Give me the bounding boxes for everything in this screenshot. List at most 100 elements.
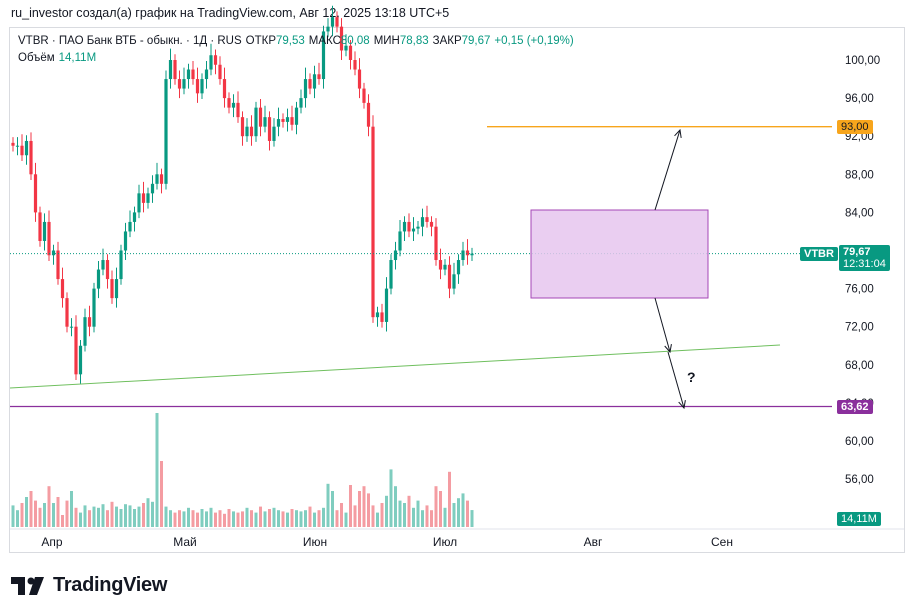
candle-body <box>285 117 290 122</box>
question-mark-annotation: ? <box>687 369 696 385</box>
legend-open-label: ОТКР <box>245 35 276 47</box>
volume-bar <box>353 505 357 527</box>
candle-body <box>168 60 173 80</box>
volume-bar <box>65 500 69 527</box>
candle-body <box>141 193 146 203</box>
volume-bar <box>335 510 339 527</box>
volume-bar <box>443 507 447 527</box>
arrow-down-target[interactable] <box>667 351 685 409</box>
candle-body <box>245 126 249 137</box>
candle-body <box>159 174 164 184</box>
volume-bar <box>313 512 316 527</box>
candle-body <box>290 117 294 125</box>
volume-bar <box>326 483 330 527</box>
volume-bar <box>344 512 348 527</box>
volume-bar <box>367 493 370 527</box>
candle-body <box>47 221 51 256</box>
volume-bar <box>452 503 456 527</box>
candle-body <box>204 69 209 80</box>
candle-body <box>407 221 411 232</box>
candle-body <box>330 17 335 27</box>
trend-line[interactable] <box>9 344 781 389</box>
volume-bar <box>20 503 24 527</box>
candle-body <box>56 250 60 280</box>
volume-bar <box>119 509 123 527</box>
volume-bar <box>263 511 267 527</box>
volume-bar <box>308 506 312 527</box>
y-tick-label: 92,00 <box>845 131 874 143</box>
legend-symbol[interactable]: VTBR · ПАО Банк ВТБ - обыкн. · 1Д · RUS <box>18 35 242 47</box>
volume-bar <box>439 491 442 527</box>
volume-bar <box>200 509 204 527</box>
candle-body <box>33 174 38 213</box>
volume-bar <box>115 506 118 527</box>
candle-body <box>249 126 254 137</box>
volume-bar <box>38 507 42 527</box>
candle-body <box>209 55 213 70</box>
candle-body <box>380 312 384 322</box>
legend-high-value: 80,08 <box>340 35 370 47</box>
candle-body <box>83 317 87 346</box>
volume-bar <box>322 507 325 527</box>
x-tick-label: Авг <box>584 535 603 549</box>
y-tick-label: 96,00 <box>845 93 874 105</box>
volume-bar <box>34 500 37 527</box>
target-down-price-tag: 63,62 <box>837 400 873 414</box>
volume-bar <box>74 507 78 527</box>
candle-body <box>38 212 42 241</box>
x-tick-label: Май <box>173 535 197 549</box>
candle-body <box>137 193 141 213</box>
volume-bar <box>349 485 352 527</box>
volume-bar <box>25 497 28 527</box>
volume-bar <box>250 510 253 527</box>
arrow-down-trend[interactable] <box>654 297 671 353</box>
volume-bar <box>236 512 240 527</box>
volume-bar <box>209 507 213 527</box>
volume-bar <box>232 511 235 527</box>
candle-body <box>65 298 69 327</box>
candle-body <box>114 279 119 299</box>
volume-bar <box>290 509 294 527</box>
legend-row: VTBR · ПАО Банк ВТБ - обыкн. · 1Д · RUS О… <box>18 35 578 47</box>
volume-bar <box>106 510 109 527</box>
candle-body <box>353 60 357 70</box>
volume-bar <box>52 503 55 527</box>
candle-body <box>96 269 101 289</box>
candle-body <box>213 55 218 65</box>
symbol-tag: VTBR <box>800 247 838 261</box>
arrow-up-target-head <box>674 128 682 138</box>
volume-bar <box>16 510 19 527</box>
volume-bar <box>430 510 433 527</box>
candle-body <box>182 79 186 89</box>
candle-body <box>236 102 240 118</box>
volume-bar <box>448 471 451 527</box>
volume-bar <box>223 513 226 527</box>
volume-bar <box>191 510 195 527</box>
candle-body <box>308 79 312 89</box>
volume-bar <box>407 495 411 527</box>
candle-body <box>42 221 47 241</box>
chart-author-line: ru_investor создал(а) график на TradingV… <box>11 6 450 20</box>
consolidation-box[interactable] <box>530 209 709 299</box>
candle-body <box>461 250 465 261</box>
candle-body <box>110 279 114 299</box>
chart-frame[interactable] <box>9 27 905 553</box>
y-tick-label: 100,00 <box>845 55 880 67</box>
tradingview-footer[interactable]: TradingView <box>11 574 167 597</box>
volume-bar <box>457 498 460 527</box>
candle-body <box>362 88 366 103</box>
legend-close-label: ЗАКР <box>432 35 462 47</box>
candle-body <box>348 45 353 60</box>
volume-bar <box>358 491 361 527</box>
volume-bar <box>137 506 141 527</box>
candle-body <box>101 260 105 270</box>
candle-body <box>186 69 191 80</box>
volume-bar <box>425 505 429 527</box>
arrow-up-target[interactable] <box>654 129 681 211</box>
volume-bar <box>142 503 145 527</box>
volume-bar <box>164 506 168 527</box>
candle-body <box>92 288 96 327</box>
candle-body <box>74 326 78 375</box>
candle-body <box>416 226 420 229</box>
